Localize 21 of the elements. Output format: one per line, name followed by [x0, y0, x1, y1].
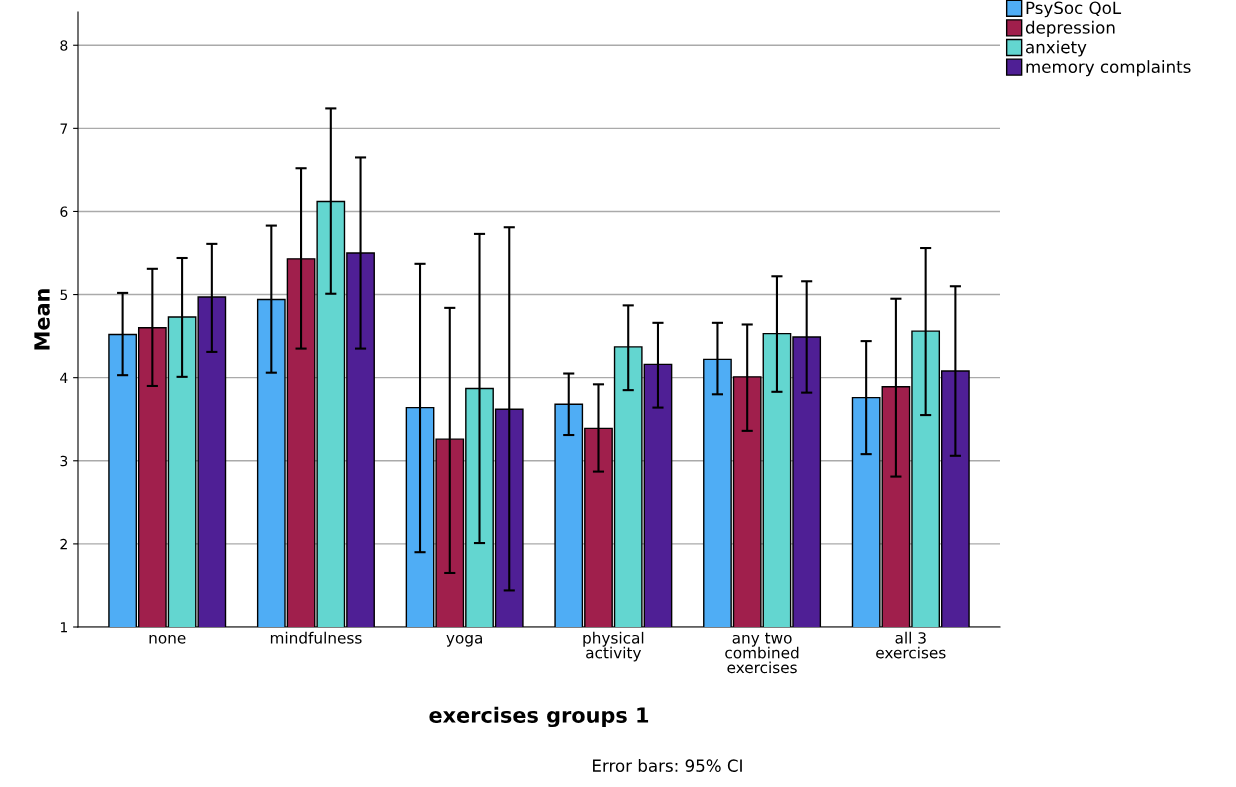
x-tick-label: mindfulness [270, 631, 362, 644]
y-tick-label: 4 [60, 372, 68, 383]
y-tick-label: 3 [60, 455, 68, 467]
y-tick-label: 5 [60, 289, 68, 301]
x-axis-title: exercises groups 1 [429, 706, 649, 728]
y-tick-label: 1 [60, 622, 67, 633]
x-tick-label: yoga [446, 634, 482, 647]
text: Error bars: 95% CI [593, 759, 742, 772]
x-tick-label: none [149, 634, 186, 644]
y-tick-label: 2 [60, 538, 67, 550]
y-tick-label: 8 [60, 40, 68, 51]
y-axis-title: Mean [34, 289, 50, 350]
x-tick-label: all 3 exercises [876, 631, 946, 659]
legend-label: memory complaints [1026, 60, 1191, 77]
legend-label: PsySoc QoL [1026, 1, 1122, 18]
y-tick-label: 6 [60, 206, 68, 217]
legend-label: depression [1025, 20, 1115, 37]
x-tick-label: any two combined exercises [725, 632, 799, 674]
x-tick-label: physical activity [583, 631, 644, 662]
y-tick-label: 7 [60, 123, 68, 134]
legend-label: anxiety [1026, 40, 1087, 57]
